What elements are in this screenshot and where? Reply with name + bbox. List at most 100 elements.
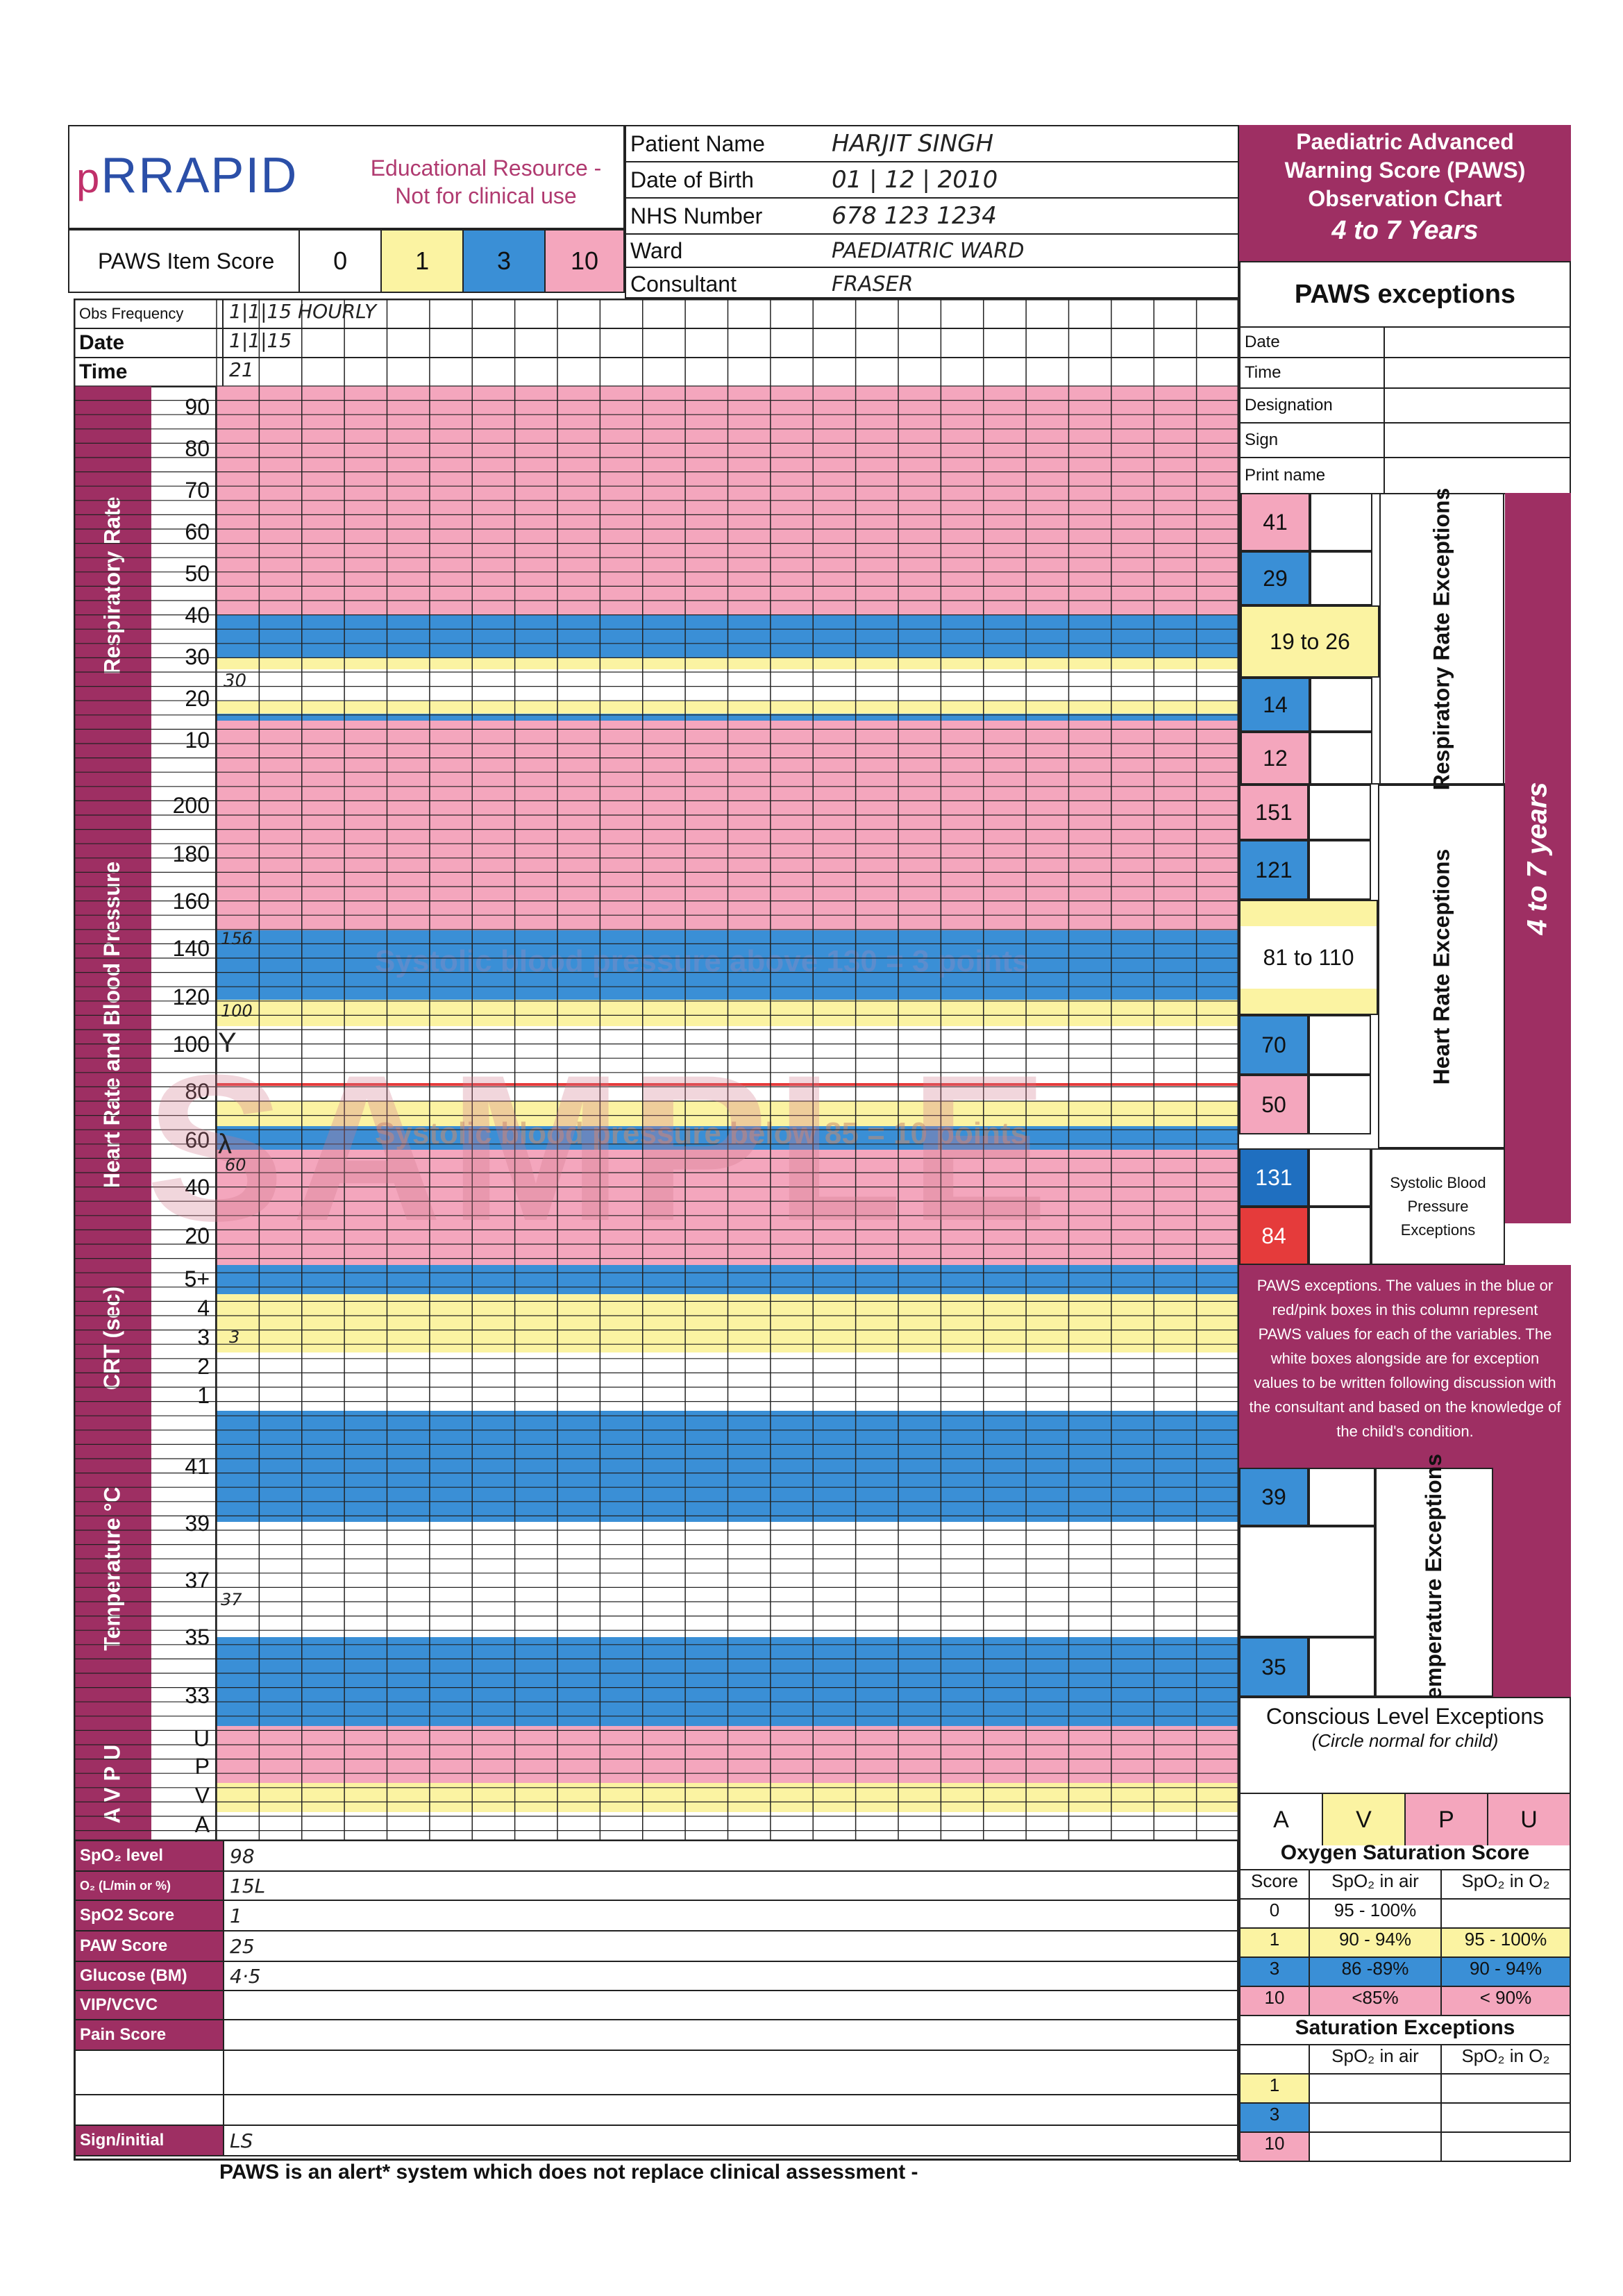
sat-exc-input-o2[interactable] [1442, 2075, 1570, 2102]
rr-exc-input-41[interactable] [1310, 493, 1372, 551]
bottom-row-label [76, 2095, 224, 2125]
edu-line-2: Not for clinical use [395, 183, 577, 208]
sat-exc-input-air[interactable] [1310, 2133, 1442, 2161]
rr-tick: 60 [185, 519, 210, 544]
bottom-row-value[interactable] [224, 2020, 230, 2050]
temp-tick: 39 [185, 1511, 210, 1536]
consultant-row: Consultant FRASER [626, 268, 1238, 300]
sat-exc-input-o2[interactable] [1442, 2104, 1570, 2131]
avpu-option-p[interactable]: P [1406, 1794, 1488, 1845]
patient-name-value[interactable]: HARJIT SINGH [832, 130, 994, 158]
time-value[interactable]: 21 [229, 358, 254, 381]
hw-temp-value[interactable]: 37 [221, 1590, 242, 1609]
meta-print-name: Print name [1239, 458, 1571, 494]
hr-exc-input-151[interactable] [1309, 785, 1371, 840]
meta-date-input[interactable] [1385, 328, 1570, 357]
o2-table-title: Oxygen Saturation Score [1241, 1841, 1570, 1870]
temp-exceptions: 39 35 Temperature Exceptions [1239, 1453, 1571, 1711]
hw-bp-sys[interactable]: 100 [221, 1001, 253, 1021]
dob-value[interactable]: 01 | 12 | 2010 [832, 166, 998, 194]
bp-exc-input-131[interactable] [1309, 1148, 1371, 1207]
o2-cell: <85% [1310, 1987, 1442, 2015]
rr-exc-label-text: Respiratory Rate Exceptions [1429, 487, 1454, 790]
rrapid-logo: pRRAPID [76, 148, 298, 203]
sample-watermark: SAMPLE [146, 1031, 1056, 1264]
ward-value[interactable]: PAEDIATRIC WARD [832, 238, 1025, 263]
chart-grid [74, 299, 1239, 1841]
bottom-row-label: Sign/initial [76, 2126, 224, 2155]
hr-tick: 80 [185, 1079, 210, 1104]
sat-exc-input-air[interactable] [1310, 2104, 1442, 2131]
bottom-row-value[interactable]: 98 [230, 1844, 255, 1868]
meta-sign-input[interactable] [1385, 424, 1570, 457]
sat-exc-input-air[interactable] [1310, 2075, 1442, 2102]
bottom-row: VIP/VCVC [76, 1991, 1237, 2020]
o2-cell: 10 [1241, 1987, 1310, 2015]
bp-exc-input-84[interactable] [1309, 1207, 1371, 1265]
bottom-row-value[interactable]: 25 [230, 1934, 255, 1958]
o2-row-1: 1 90 - 94% 95 - 100% [1241, 1929, 1570, 1958]
date-value[interactable]: 1|1|15 [229, 329, 292, 352]
paws-exceptions-note: PAWS exceptions. The values in the blue … [1239, 1265, 1571, 1468]
avpu-option-v[interactable]: V [1323, 1794, 1406, 1845]
meta-time-input[interactable] [1385, 358, 1570, 387]
bp-exc-84: 84 [1239, 1207, 1309, 1265]
rr-tick: 10 [185, 728, 210, 753]
meta-designation-input[interactable] [1385, 389, 1570, 422]
temp-exc-input-39[interactable] [1309, 1468, 1375, 1526]
bottom-row-label: O₂ (L/min or %) [76, 1872, 224, 1900]
avpu-option-u[interactable]: U [1488, 1794, 1570, 1845]
meta-date: Date [1239, 328, 1571, 358]
hw-crt-value[interactable]: 3 [229, 1327, 240, 1347]
hr-exc-input-50[interactable] [1309, 1075, 1371, 1134]
conscious-options: A V P U [1241, 1793, 1570, 1845]
avpu-option-a[interactable]: A [1241, 1794, 1323, 1845]
sat-exc-input-o2[interactable] [1442, 2133, 1570, 2161]
hr-tick: 60 [185, 1128, 210, 1153]
rr-exc-normal: 19 to 26 [1241, 605, 1379, 678]
consultant-value[interactable]: FRASER [832, 271, 914, 296]
rr-tick: 90 [185, 394, 210, 419]
temp-exc-input-35[interactable] [1309, 1637, 1375, 1697]
item-score-label: PAWS Item Score [69, 231, 301, 292]
edu-note: Educational Resource - Not for clinical … [354, 154, 618, 210]
hw-hr-value[interactable]: 156 [221, 929, 253, 948]
bottom-rows: SpO₂ level 98 O₂ (L/min or %) 15L SpO2 Score… [74, 1841, 1239, 2161]
bp-exceptions: 131 84 Systolic Blood Pressure Exception… [1239, 1148, 1505, 1265]
rr-exc-input-29[interactable] [1310, 551, 1372, 605]
rr-exc-14: 14 [1241, 678, 1310, 732]
hr-tick: 180 [172, 841, 210, 866]
hw-rr-value[interactable]: 30 [224, 671, 247, 692]
bottom-row-value[interactable] [224, 2095, 230, 2125]
score-0: 0 [300, 231, 382, 292]
footer-note: PAWS is an alert* system which does not … [219, 2161, 918, 2184]
meta-designation-label: Designation [1241, 389, 1385, 422]
bottom-row-value[interactable]: 15L [230, 1874, 266, 1897]
meta-designation: Designation [1239, 389, 1571, 424]
rr-exc-input-14[interactable] [1310, 678, 1372, 732]
bottom-row-value[interactable]: LS [230, 2129, 253, 2152]
hw-bp-dia[interactable]: 60 [225, 1155, 246, 1175]
conscious-header: Conscious Level Exceptions (Circle norma… [1241, 1698, 1570, 1793]
bottom-row-value[interactable] [224, 2051, 230, 2094]
patient-name-row: Patient Name HARJIT SINGH [626, 126, 1238, 162]
bottom-row-label: SpO2 Score [76, 1901, 224, 1930]
hr-exc-input-70[interactable] [1309, 1015, 1371, 1075]
hr-exc-input-121[interactable] [1309, 840, 1371, 900]
hr-exc-50: 50 [1239, 1075, 1309, 1134]
bottom-row-value[interactable]: 4·5 [230, 1964, 261, 1988]
nhs-value[interactable]: 678 123 1234 [832, 202, 997, 230]
temp-exc-label: Temperature Exceptions [1375, 1453, 1493, 1711]
o2-cell: 95 - 100% [1310, 1900, 1442, 1927]
meta-print-name-input[interactable] [1385, 458, 1570, 493]
rr-exc-input-12[interactable] [1310, 732, 1372, 785]
obs-frequency-value[interactable]: 1|1|15 HOURLY [229, 300, 377, 323]
conscious-sub: (Circle normal for child) [1311, 1730, 1499, 1751]
bottom-row-value[interactable]: 1 [230, 1904, 242, 1927]
rr-exc-29: 29 [1241, 551, 1310, 605]
rr-exc-41: 41 [1241, 493, 1310, 551]
bottom-row-label: VIP/VCVC [76, 1991, 224, 2019]
sat-exc-header-o2: SpO₂ in O₂ [1461, 2045, 1550, 2066]
sat-exc-row-1: 1 [1241, 2075, 1570, 2104]
bottom-row-value[interactable] [224, 1991, 230, 2019]
